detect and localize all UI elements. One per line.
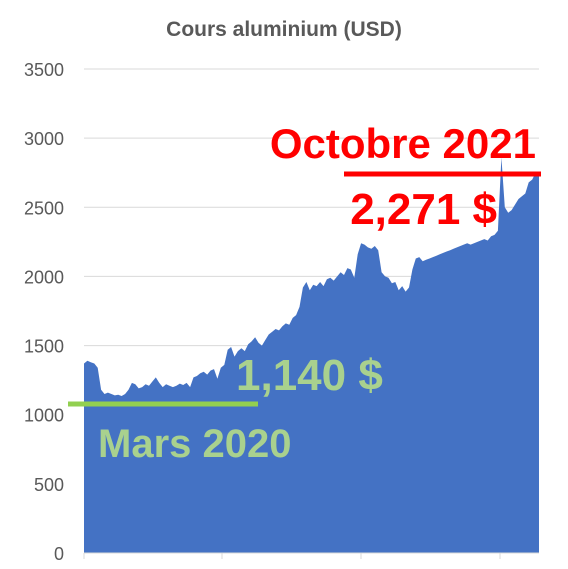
october-2021-label: Octobre 2021 (270, 120, 536, 167)
y-tick-label: 500 (34, 475, 64, 495)
annotations: Octobre 2021 2,271 $ 1,140 $ Mars 2020 (68, 120, 541, 466)
chart-title: Cours aluminium (USD) (166, 18, 402, 41)
area-series (84, 157, 539, 553)
y-tick-label: 3000 (24, 129, 64, 149)
area-series-fill (84, 157, 539, 553)
march-2020-label: Mars 2020 (98, 422, 291, 466)
y-tick-label: 3500 (24, 60, 64, 80)
march-2020-value: 1,140 $ (236, 351, 383, 400)
y-tick-label: 1500 (24, 337, 64, 357)
y-tick-label: 0 (54, 544, 64, 564)
y-tick-label: 2000 (24, 267, 64, 287)
y-tick-label: 2500 (24, 198, 64, 218)
x-axis (83, 552, 539, 559)
y-axis-tick-labels: 0 500 1000 1500 2000 2500 3000 3500 (24, 60, 64, 564)
october-2021-value: 2,271 $ (350, 185, 497, 234)
y-tick-label: 1000 (24, 406, 64, 426)
